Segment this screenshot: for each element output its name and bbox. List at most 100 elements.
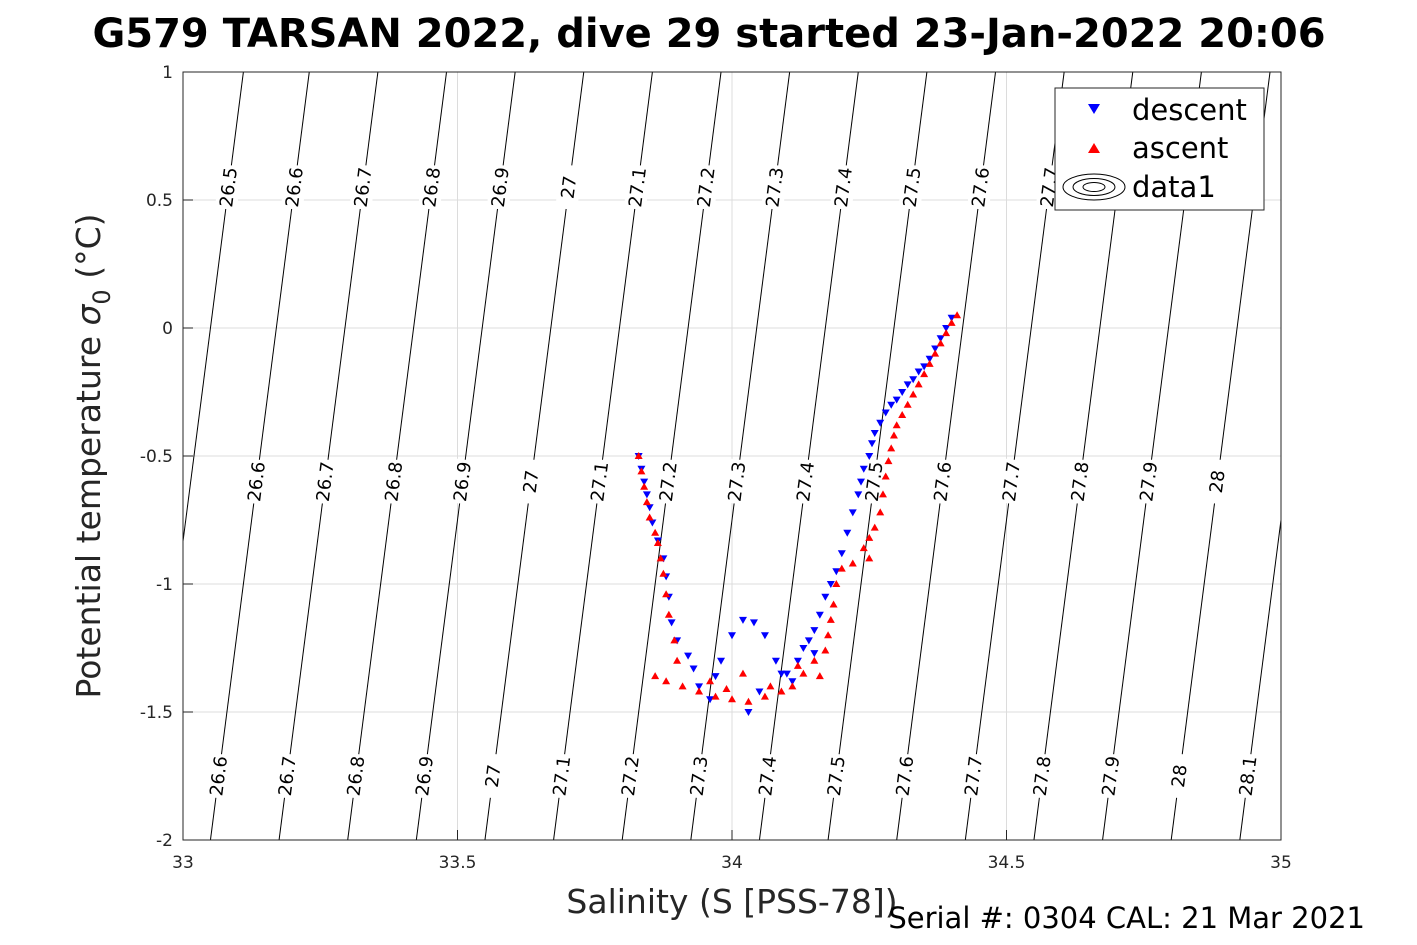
contour-label: 26.7 xyxy=(275,755,301,797)
descent-point xyxy=(837,550,846,558)
ascent-point xyxy=(711,692,720,700)
legend-descent-marker xyxy=(1088,104,1100,114)
contour-label: 27.6 xyxy=(892,755,918,797)
ascent-point xyxy=(642,498,651,506)
descent-point xyxy=(793,657,802,665)
contour-label: 26.9 xyxy=(412,755,438,797)
contour-label: 27.5 xyxy=(900,166,926,208)
descent-point xyxy=(648,519,657,527)
contour-label-bg xyxy=(623,163,652,211)
contour-label: 27.9 xyxy=(1098,755,1124,797)
contour-label: 26.8 xyxy=(419,166,445,208)
ascent-point xyxy=(914,380,923,388)
legend-descent-label: descent xyxy=(1132,93,1247,127)
legend-box xyxy=(1054,87,1265,211)
ascent-point xyxy=(662,677,671,685)
ascent-point xyxy=(662,590,671,598)
ascent-point xyxy=(695,687,704,695)
contour-label: 27.7 xyxy=(999,460,1025,502)
descent-point xyxy=(909,376,918,384)
contour-label: 26.5 xyxy=(216,166,242,208)
ascent-point xyxy=(640,482,649,490)
contour-label: 27.6 xyxy=(968,166,994,208)
contour-label: 27.8 xyxy=(1030,755,1056,797)
descent-point xyxy=(843,529,852,537)
contour-label: 27.4 xyxy=(755,755,781,797)
y-tick-label: -0.5 xyxy=(140,447,173,467)
ascent-point xyxy=(634,452,643,459)
contour-label-bg xyxy=(723,458,751,505)
descent-point xyxy=(826,581,835,588)
ascent-point xyxy=(821,646,830,654)
contour-label-bg xyxy=(898,163,926,211)
contour-label-bg xyxy=(273,752,302,800)
contour-label: 27.9 xyxy=(1136,460,1162,502)
contour-label-bg xyxy=(753,752,782,800)
contour-label: 27.7 xyxy=(961,755,987,797)
contour-label: 26.6 xyxy=(206,755,232,797)
contour-label: 27.5 xyxy=(824,755,850,797)
descent-point xyxy=(865,453,874,460)
legend-data1-label: data1 xyxy=(1132,170,1216,204)
descent-point xyxy=(821,593,830,601)
contour-label-bg xyxy=(929,458,957,505)
serial-cal-footer: Serial #: 0304 CAL: 21 Mar 2021 xyxy=(888,901,1365,935)
y-ticks: -2 -1.5 -1 -0.5 0 0.5 1 xyxy=(140,63,193,851)
y-tick-label: 0.5 xyxy=(146,191,173,211)
contour-label: 28 xyxy=(1206,469,1230,494)
descent-point xyxy=(744,709,753,716)
contour-label-bg xyxy=(685,752,713,800)
descent-point xyxy=(920,363,929,371)
descent-point xyxy=(749,619,758,627)
contour-label: 27.4 xyxy=(831,166,857,208)
descent-point xyxy=(771,657,780,665)
ascent-point xyxy=(942,329,951,337)
contour-label-bg xyxy=(1203,458,1232,505)
y-axis-label: Potential temperature σ0 (°C) xyxy=(69,214,116,699)
contour-label-bg xyxy=(204,752,233,800)
contour-label: 27.2 xyxy=(618,755,644,797)
descent-point xyxy=(914,368,923,376)
grid-lines xyxy=(183,72,1281,840)
contour-label-bg xyxy=(829,163,858,211)
y-tick-label: -1.5 xyxy=(140,703,173,723)
contour-label-bg xyxy=(214,163,243,211)
ascent-point xyxy=(848,559,857,567)
contour-label: 26.7 xyxy=(313,460,339,502)
contour-label: 26.6 xyxy=(282,166,308,208)
descent-point xyxy=(755,688,764,696)
descent-point xyxy=(728,632,736,640)
contour-label: 28 xyxy=(1168,763,1192,788)
contour-label-bg xyxy=(280,163,309,211)
contour-label-bg xyxy=(891,752,919,800)
contour-label-bg xyxy=(1234,752,1262,800)
ascent-point xyxy=(659,569,668,577)
ascent-point xyxy=(788,682,797,690)
ascent-point xyxy=(728,695,736,703)
x-tick-label: 34.5 xyxy=(988,853,1026,873)
descent-point xyxy=(689,665,698,673)
ascent-point xyxy=(859,544,868,552)
descent-point xyxy=(760,632,769,640)
contour-label: 27.1 xyxy=(549,755,575,797)
ascent-point xyxy=(925,359,934,367)
ascent-point xyxy=(815,672,824,680)
descent-point xyxy=(738,616,747,624)
contour-label: 27 xyxy=(520,469,544,494)
legend: descent ascent data1 xyxy=(1054,87,1265,211)
descent-point xyxy=(777,670,786,678)
ascent-point xyxy=(673,656,682,664)
ascent-point xyxy=(810,656,819,664)
descent-point xyxy=(642,491,651,499)
contour-label-bg xyxy=(959,752,988,800)
descent-point xyxy=(854,491,863,499)
descent-point xyxy=(892,396,901,404)
contour-label-bg xyxy=(242,458,271,505)
contour-label-bg xyxy=(692,163,720,211)
descent-point xyxy=(857,478,866,486)
ascent-point xyxy=(799,669,808,677)
y-tick-label: 0 xyxy=(162,319,173,339)
contour-label-bg xyxy=(311,458,339,505)
contour-label: 27.1 xyxy=(587,460,613,502)
